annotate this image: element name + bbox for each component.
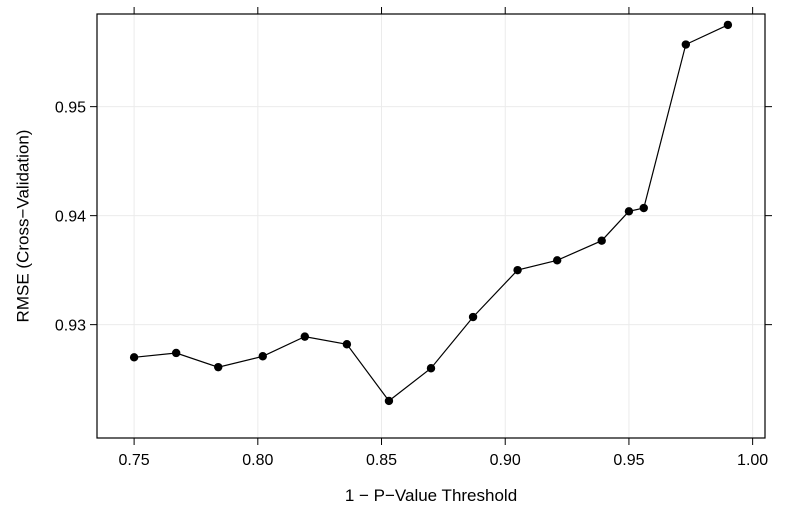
axis-ticks: 0.75 0.80 0.85 0.90 0.95 1.00 0.93 0.94 0.95 [55,7,772,469]
x-tick-label: 0.90 [490,452,521,469]
x-tick-label: 0.85 [366,452,397,469]
data-point [552,256,562,265]
data-point [258,352,267,361]
data-point [624,207,634,216]
series-group [129,20,733,406]
data-point [171,348,181,358]
y-tick-label: 0.93 [55,318,86,335]
data-point [597,236,606,245]
grid [97,14,765,438]
data-point [384,396,394,406]
y-axis-title: RMSE (Cross−Validation) [14,130,33,323]
data-point [214,362,223,372]
data-point [639,203,648,213]
x-tick-label: 0.75 [119,452,150,469]
data-point [300,332,310,341]
x-tick-label: 0.80 [242,452,273,469]
y-tick-label: 0.95 [55,100,86,117]
series-line [134,24,729,402]
y-tick-label: 0.94 [55,209,86,226]
x-tick-label: 0.95 [613,452,644,469]
data-point [513,265,522,275]
data-point [342,340,352,349]
data-point [129,353,139,362]
data-point [723,20,733,30]
plot-frame [96,13,766,439]
x-axis-title: 1 − P−Value Threshold [345,486,517,505]
data-point [426,364,436,373]
x-tick-label: 1.00 [737,452,768,469]
data-point [468,312,478,322]
data-point [681,40,691,49]
